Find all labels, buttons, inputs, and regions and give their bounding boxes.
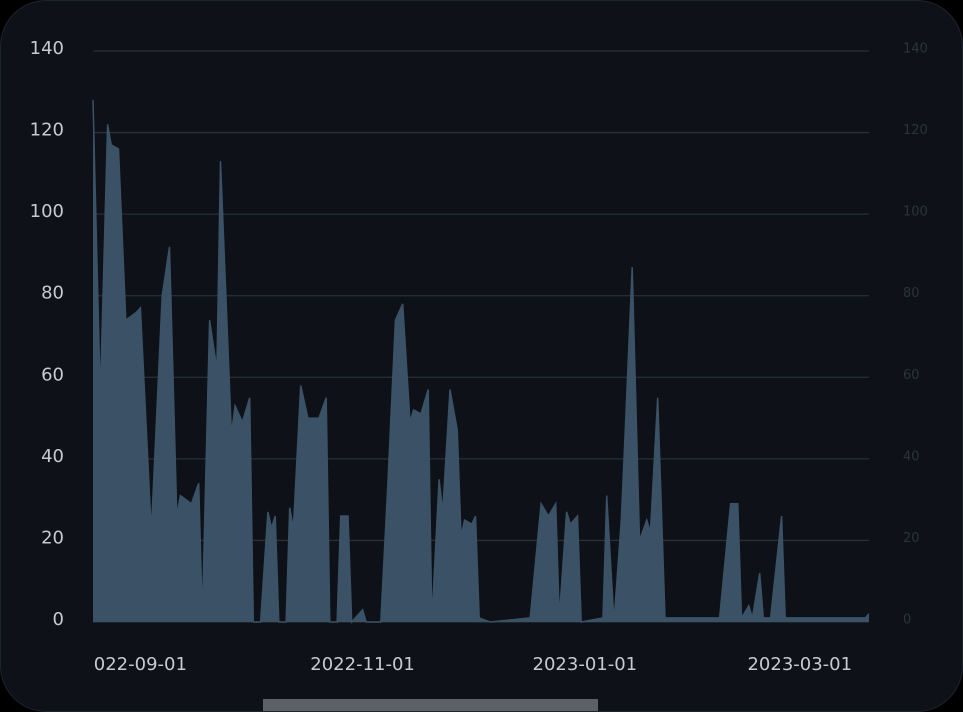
- y-tick-label: 100: [30, 201, 64, 222]
- y2-tick-label: 0: [903, 613, 911, 628]
- y2-tick-label: 20: [903, 531, 920, 546]
- y2-tick-label: 100: [903, 205, 928, 220]
- y2-tick-label: 60: [903, 368, 920, 383]
- y2-tick-label: 140: [903, 42, 928, 57]
- area-fill: [93, 99, 869, 622]
- y2-tick-label: 120: [903, 123, 928, 138]
- y2-tick-label: 80: [903, 286, 920, 301]
- x-tick-label: 2022-11-01: [310, 654, 415, 675]
- scrollbar[interactable]: [263, 699, 598, 711]
- x-tick-label: 2023-03-01: [747, 654, 852, 675]
- area-line: [92, 99, 870, 624]
- y2-tick-label: 40: [903, 449, 920, 464]
- y-tick-label: 140: [30, 38, 64, 59]
- x-tick-label: 2023-01-01: [533, 654, 638, 675]
- y-tick-label: 80: [41, 283, 64, 304]
- y-tick-label: 20: [41, 527, 64, 548]
- y-tick-label: 40: [41, 446, 64, 467]
- y-tick-label: 0: [53, 609, 64, 630]
- y-tick-label: 120: [30, 120, 64, 141]
- x-tick-label: 022-09-01: [94, 654, 187, 675]
- y-tick-label: 60: [41, 364, 64, 385]
